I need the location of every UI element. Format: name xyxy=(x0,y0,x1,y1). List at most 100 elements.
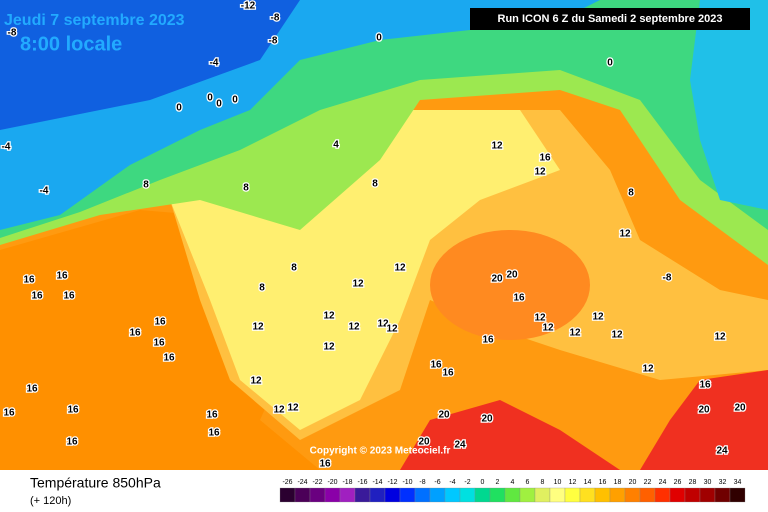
colorbar-swatch xyxy=(444,487,461,503)
contour-label: 12 xyxy=(619,229,631,240)
contour-label: 8 xyxy=(372,179,378,190)
colorbar-label: -16 xyxy=(357,479,367,486)
contour-label: 12 xyxy=(323,311,335,322)
colorbar-label: 0 xyxy=(481,479,485,486)
colorbar-label: 24 xyxy=(659,479,667,486)
contour-label: 20 xyxy=(506,270,518,281)
contour-label: 20 xyxy=(418,437,430,448)
colorbar-label: 14 xyxy=(584,479,592,486)
colorbar-label: 16 xyxy=(599,479,607,486)
colorbar-label: -26 xyxy=(282,479,292,486)
colorbar-swatch xyxy=(354,487,371,503)
contour-label: 0 xyxy=(232,95,238,106)
contour-label: 12 xyxy=(323,342,335,353)
contour-label: 12 xyxy=(569,328,581,339)
colorbar-swatch xyxy=(669,487,686,503)
colorbar-swatch xyxy=(714,487,731,503)
contour-label: 24 xyxy=(454,440,466,451)
contour-label: 16 xyxy=(208,428,220,439)
contour-label: 0 xyxy=(376,33,382,44)
contour-label: 16 xyxy=(129,328,141,339)
contour-label: 12 xyxy=(491,141,503,152)
colorbar-label: -24 xyxy=(297,479,307,486)
colorbar-swatch xyxy=(309,487,326,503)
colorbar-swatch xyxy=(729,487,746,503)
colorbar-swatch xyxy=(294,487,311,503)
colorbar-swatch xyxy=(399,487,416,503)
contour-label: 0 xyxy=(216,99,222,110)
colorbar-swatch xyxy=(624,487,641,503)
colorbar-swatch xyxy=(639,487,656,503)
colorbar-label: 34 xyxy=(734,479,742,486)
colorbar-swatch xyxy=(414,487,431,503)
colorbar-swatch xyxy=(699,487,716,503)
contour-label: 12 xyxy=(714,332,726,343)
colorbar-swatch xyxy=(609,487,626,503)
colorbar-swatch xyxy=(474,487,491,503)
contour-label: -4 xyxy=(210,58,219,69)
contour-label: 0 xyxy=(607,58,613,69)
colorbar-swatch xyxy=(324,487,341,503)
colorbar-label: -10 xyxy=(402,479,412,486)
contour-label: -4 xyxy=(40,186,49,197)
contour-label: 16 xyxy=(26,384,38,395)
contour-label: 20 xyxy=(698,405,710,416)
contour-label: 12 xyxy=(252,322,264,333)
contour-label: 16 xyxy=(31,291,43,302)
colorbar-label: 22 xyxy=(644,479,652,486)
contour-label: 8 xyxy=(291,263,297,274)
contour-label: 12 xyxy=(273,405,285,416)
contour-label: -8 xyxy=(269,36,278,47)
contour-label: 12 xyxy=(534,313,546,324)
contour-label: 16 xyxy=(482,335,494,346)
contour-label: 12 xyxy=(534,167,546,178)
contour-label: 20 xyxy=(438,410,450,421)
colorbar-label: 18 xyxy=(614,479,622,486)
colorbar-swatch xyxy=(489,487,506,503)
contour-label: 12 xyxy=(592,312,604,323)
contour-label: 16 xyxy=(67,405,79,416)
contour-label: 20 xyxy=(481,414,493,425)
colorbar-label: -6 xyxy=(434,479,440,486)
forecast-time: 8:00 locale xyxy=(20,33,122,55)
contour-label: 8 xyxy=(243,183,249,194)
contour-label: 24 xyxy=(716,446,728,457)
copyright: Copyright © 2023 Meteociel.fr xyxy=(310,446,451,457)
contour-label: 12 xyxy=(348,322,360,333)
colorbar-swatch xyxy=(579,487,596,503)
contour-label: 12 xyxy=(642,364,654,375)
contour-label: 0 xyxy=(176,103,182,114)
contour-label: 12 xyxy=(386,324,398,335)
colorbar-label: 10 xyxy=(554,479,562,486)
contour-label: 16 xyxy=(513,293,525,304)
colorbar-label: 26 xyxy=(674,479,682,486)
contour-label: 16 xyxy=(153,338,165,349)
colorbar-label: -8 xyxy=(419,479,425,486)
contour-label: 16 xyxy=(154,317,166,328)
contour-label: -8 xyxy=(271,13,280,24)
footer-title: Température 850hPa xyxy=(30,475,161,491)
colorbar-label: 12 xyxy=(569,479,577,486)
colorbar-label: -20 xyxy=(327,479,337,486)
colorbar-swatch xyxy=(339,487,356,503)
contour-label: 16 xyxy=(56,271,68,282)
contour-label: 8 xyxy=(628,188,634,199)
contour-label: 20 xyxy=(491,274,503,285)
contour-label: 12 xyxy=(352,279,364,290)
colorbar-label: -14 xyxy=(372,479,382,486)
contour-label: 12 xyxy=(250,376,262,387)
colorbar-swatch xyxy=(594,487,611,503)
contour-label: 12 xyxy=(542,323,554,334)
contour-label: 12 xyxy=(287,403,299,414)
contour-label: 8 xyxy=(259,283,265,294)
footer-lead: (+ 120h) xyxy=(30,495,71,507)
contour-label: -12 xyxy=(241,1,256,12)
contour-label: 16 xyxy=(319,459,331,470)
contour-label: 12 xyxy=(611,330,623,341)
forecast-date: Jeudi 7 septembre 2023 xyxy=(4,12,185,29)
colorbar-label: -2 xyxy=(464,479,470,486)
contour-label: 20 xyxy=(734,403,746,414)
contour-label: 16 xyxy=(442,368,454,379)
